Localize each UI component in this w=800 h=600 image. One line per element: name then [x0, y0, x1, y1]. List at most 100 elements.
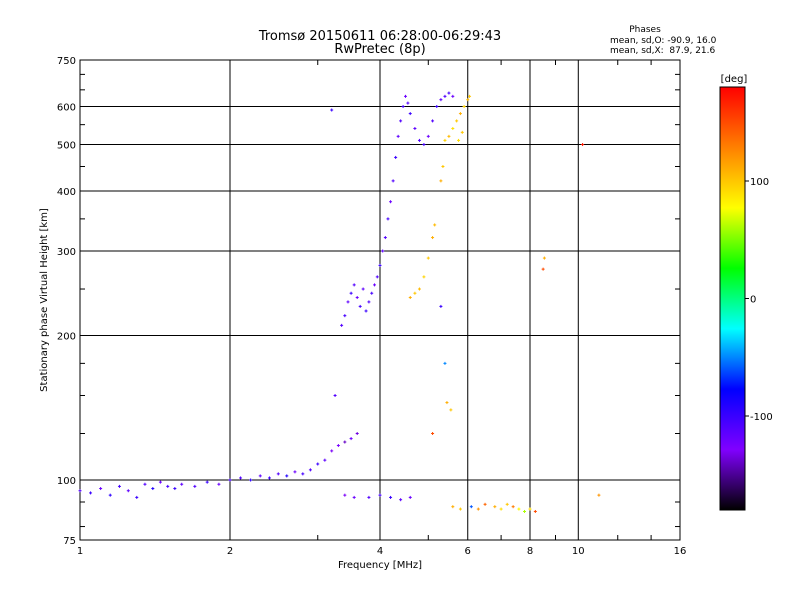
data-point [330, 449, 334, 453]
data-point [426, 134, 430, 138]
data-point [435, 105, 439, 109]
colorbar-tick-label: 0 [750, 295, 756, 306]
data-point [399, 119, 403, 123]
y-tick-label: 75 [63, 536, 76, 547]
data-point [78, 489, 82, 493]
x-tick-label: 1 [77, 546, 83, 557]
data-point [333, 394, 337, 398]
data-point [394, 155, 398, 159]
data-point [346, 300, 350, 304]
chart-title: Tromsø 20150611 06:28:00-06:29:43 [258, 29, 501, 44]
data-point [455, 119, 459, 123]
data-point [458, 507, 462, 511]
data-point [135, 495, 139, 499]
data-point [413, 291, 417, 295]
data-point [330, 108, 334, 112]
data-point [483, 502, 487, 506]
data-point [364, 309, 368, 313]
data-point [108, 493, 112, 497]
data-point [413, 126, 417, 130]
data-point [443, 138, 447, 142]
data-point [541, 267, 545, 271]
data-point [285, 474, 289, 478]
x-axis-ticks: 1 2 4 6 8 10 16 [77, 60, 687, 557]
x-axis-label: Frequency [MHz] [338, 560, 422, 571]
data-point [267, 476, 271, 480]
data-point [375, 275, 379, 279]
data-point [352, 283, 356, 287]
data-point [373, 283, 377, 287]
data-point [352, 495, 356, 499]
data-point [408, 112, 412, 116]
data-point [166, 484, 170, 488]
data-point [276, 472, 280, 476]
data-point [386, 217, 390, 221]
data-point [151, 487, 155, 491]
data-point [439, 179, 443, 183]
x-tick-label: 4 [377, 546, 383, 557]
colorbar-tick-label: 100 [750, 177, 769, 188]
data-point [180, 482, 184, 486]
grid-lines [80, 60, 680, 540]
data-point [355, 432, 359, 436]
data-point [367, 495, 371, 499]
y-tick-label: 300 [57, 247, 76, 258]
data-point [343, 440, 347, 444]
data-point [343, 493, 347, 497]
data-point [403, 94, 407, 98]
data-point [417, 287, 421, 291]
data-point [449, 408, 453, 412]
y-tick-label: 750 [57, 56, 76, 67]
y-tick-label: 500 [57, 141, 76, 152]
data-point [217, 482, 221, 486]
y-axis-ticks: 75 100 200 300 400 500 600 750 [57, 56, 680, 547]
data-point [528, 507, 532, 511]
data-point [173, 487, 177, 491]
data-point [431, 432, 435, 436]
data-point [126, 489, 130, 493]
data-point [378, 493, 382, 497]
data-point [367, 300, 371, 304]
x-tick-label: 8 [527, 546, 533, 557]
data-point [301, 472, 305, 476]
stats-line-x: mean, sd,X: 87.9, 21.6 [610, 46, 716, 56]
data-point [378, 263, 382, 267]
data-point [493, 505, 497, 509]
data-point [158, 480, 162, 484]
data-point [205, 480, 209, 484]
data-point [460, 130, 464, 134]
data-point [406, 101, 410, 105]
data-point [399, 498, 403, 502]
data-point [451, 94, 455, 98]
data-point [523, 509, 527, 513]
data-point [370, 291, 374, 295]
y-tick-label: 100 [57, 476, 76, 487]
data-point [431, 236, 435, 240]
data-point [443, 361, 447, 365]
data-point [228, 478, 232, 482]
data-point [391, 179, 395, 183]
stats-header: Phases [629, 25, 661, 35]
data-point [340, 323, 344, 327]
data-point [349, 291, 353, 295]
x-tick-label: 16 [674, 546, 687, 557]
stats-line-o: mean, sd,O: -90.9, 16.0 [610, 36, 717, 46]
data-point [293, 470, 297, 474]
data-point [336, 444, 340, 448]
data-point [343, 314, 347, 318]
data-point [451, 126, 455, 130]
colorbar-label: [deg] [721, 74, 748, 85]
data-point [447, 134, 451, 138]
data-point [458, 112, 462, 116]
data-point [408, 296, 412, 300]
data-point [258, 474, 262, 478]
data-point [316, 462, 320, 466]
data-point [439, 98, 443, 102]
data-point [389, 200, 393, 204]
data-point [426, 256, 430, 260]
data-point [249, 478, 253, 482]
data-point [143, 482, 147, 486]
data-point [349, 437, 353, 441]
x-tick-label: 6 [465, 546, 471, 557]
